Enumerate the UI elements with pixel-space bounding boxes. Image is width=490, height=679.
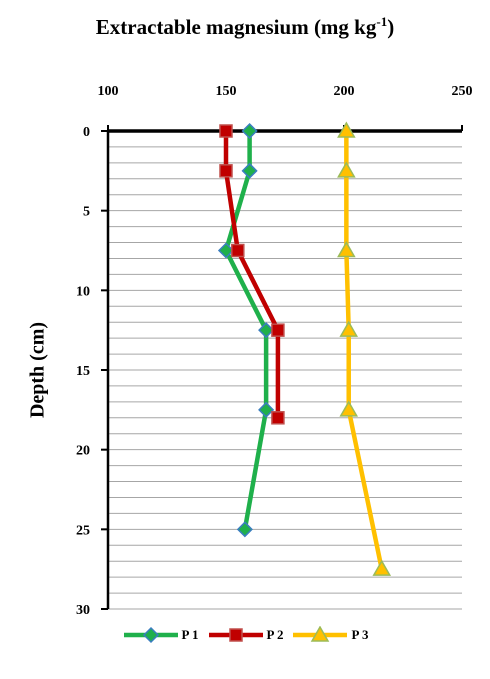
data-point	[258, 401, 275, 418]
legend: P 1 P 2 P 3	[0, 626, 490, 644]
y-tick-label: 30	[76, 603, 90, 618]
data-point	[236, 521, 253, 538]
series-line	[344, 131, 384, 570]
chart-title-superscript: -1	[376, 14, 388, 29]
data-point	[339, 320, 359, 337]
legend-item: P 3	[291, 626, 368, 644]
legend-item: P 1	[122, 626, 199, 644]
x-tick-label: 250	[452, 84, 473, 99]
legend-marker	[311, 626, 330, 642]
data-point	[219, 124, 233, 138]
legend-label: P 3	[351, 627, 369, 642]
data-point	[241, 162, 258, 179]
legend-marker	[142, 626, 159, 644]
y-tick-label: 15	[76, 364, 90, 379]
data-point	[337, 121, 356, 138]
y-axis-label: Depth (cm)	[26, 321, 49, 419]
data-point	[339, 400, 359, 417]
chart-title: Extractable magnesium (mg kg-1)	[0, 14, 490, 40]
series-1	[217, 122, 275, 538]
legend-label: P 1	[181, 627, 199, 642]
series-3	[337, 121, 392, 576]
series-2	[219, 124, 285, 425]
data-point	[337, 240, 356, 258]
x-tick-label: 150	[216, 84, 237, 99]
data-point	[219, 164, 233, 178]
data-point	[271, 411, 285, 425]
x-tick-label: 200	[334, 84, 355, 99]
legend-swatch	[293, 626, 348, 642]
legend-swatch	[208, 628, 263, 642]
y-tick-label: 20	[76, 444, 90, 459]
data-point	[241, 122, 258, 140]
data-point	[231, 243, 245, 258]
legend-item: P 2	[207, 626, 284, 644]
data-point	[337, 161, 356, 178]
data-point	[271, 323, 285, 337]
data-point	[217, 242, 235, 259]
chart-title-text: Extractable magnesium (mg kg	[95, 15, 377, 39]
data-point	[258, 322, 275, 339]
y-tick-label: 10	[76, 284, 90, 299]
y-tick-label: 0	[83, 125, 90, 140]
y-tick-label: 5	[83, 205, 90, 220]
data-point	[372, 559, 392, 576]
chart-title-close: )	[387, 15, 395, 39]
legend-swatch	[123, 626, 178, 644]
x-tick-label: 100	[98, 84, 119, 99]
legend-marker	[228, 628, 243, 642]
y-tick-label: 25	[76, 523, 90, 538]
legend-label: P 2	[266, 627, 284, 642]
